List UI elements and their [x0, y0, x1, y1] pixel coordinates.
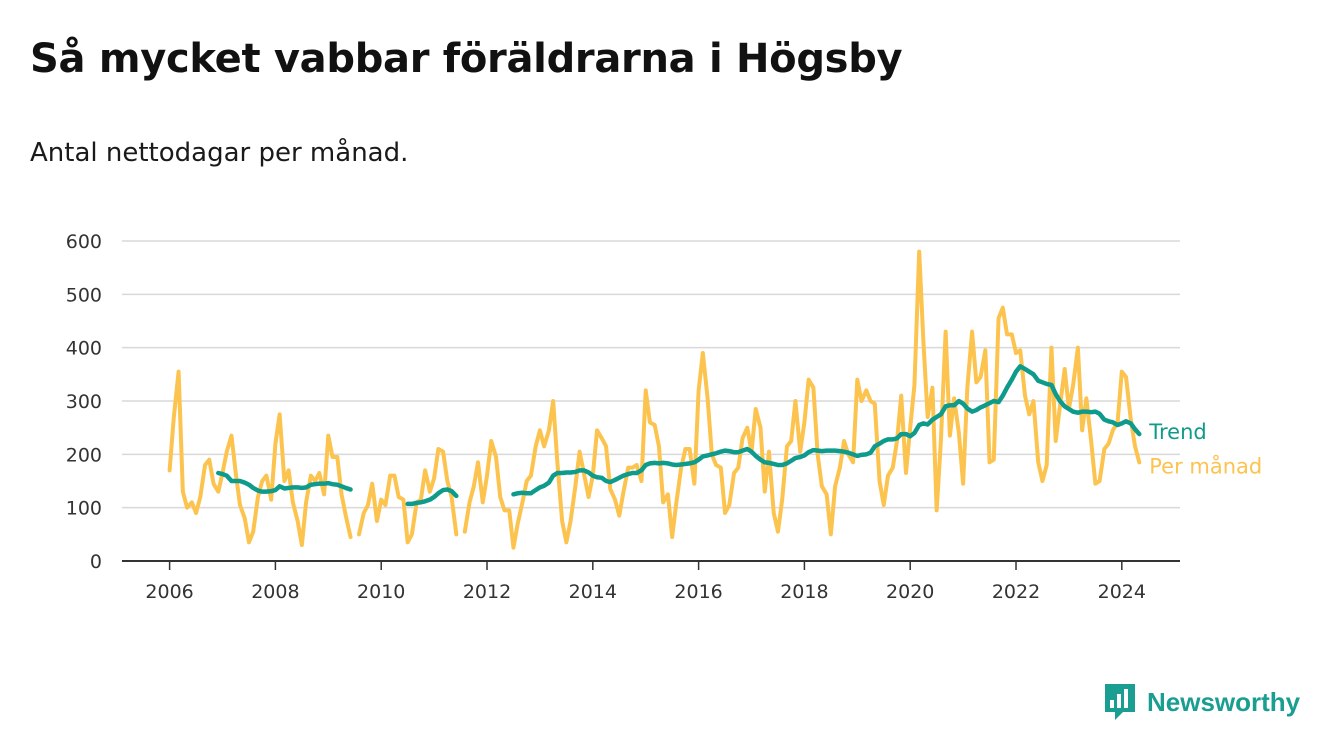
trend-line — [405, 487, 459, 507]
chart-subtitle: Antal nettodagar per månad. — [30, 138, 409, 168]
chart-title: Så mycket vabbar föräldrarna i Högsby — [30, 36, 903, 82]
series-labels: Per månad Trend — [1148, 420, 1262, 478]
x-tick-label: 2020 — [886, 581, 934, 603]
series-lines — [167, 249, 1142, 550]
trend-line — [216, 470, 353, 494]
x-tick-label: 2014 — [569, 581, 617, 603]
y-tick-label: 100 — [66, 498, 102, 520]
per-manad-line — [167, 369, 353, 547]
x-tick-label: 2022 — [992, 581, 1040, 603]
y-tick-label: 200 — [66, 444, 102, 466]
axes: 0 100 200 300 400 500 600 2006 2008 2010 2012 2014 2… — [66, 231, 1180, 603]
per-manad-line — [462, 249, 1142, 550]
y-tick-label: 0 — [90, 551, 102, 573]
trend-label: Trend — [1148, 420, 1206, 444]
brand-name: Newsworthy — [1147, 686, 1301, 717]
trend-line — [511, 364, 1142, 497]
per-manad-label: Per månad — [1149, 453, 1262, 478]
y-tick-label: 300 — [66, 391, 102, 413]
y-tick-label: 600 — [66, 231, 102, 253]
x-tick-label: 2006 — [145, 581, 193, 603]
x-tick-label: 2018 — [780, 581, 828, 603]
x-tick-label: 2010 — [357, 581, 405, 603]
x-tick-label: 2016 — [674, 581, 722, 603]
y-tick-label: 400 — [66, 338, 102, 360]
newsworthy-logo: Newsworthy — [1103, 682, 1300, 722]
gridlines — [122, 240, 1180, 509]
newsworthy-chat-chart-icon — [1105, 684, 1135, 720]
x-tick-label: 2024 — [1098, 581, 1146, 603]
x-tick-label: 2012 — [463, 581, 511, 603]
x-tick-label: 2008 — [251, 581, 299, 603]
y-tick-label: 500 — [66, 284, 102, 306]
per-manad-line — [356, 447, 459, 545]
